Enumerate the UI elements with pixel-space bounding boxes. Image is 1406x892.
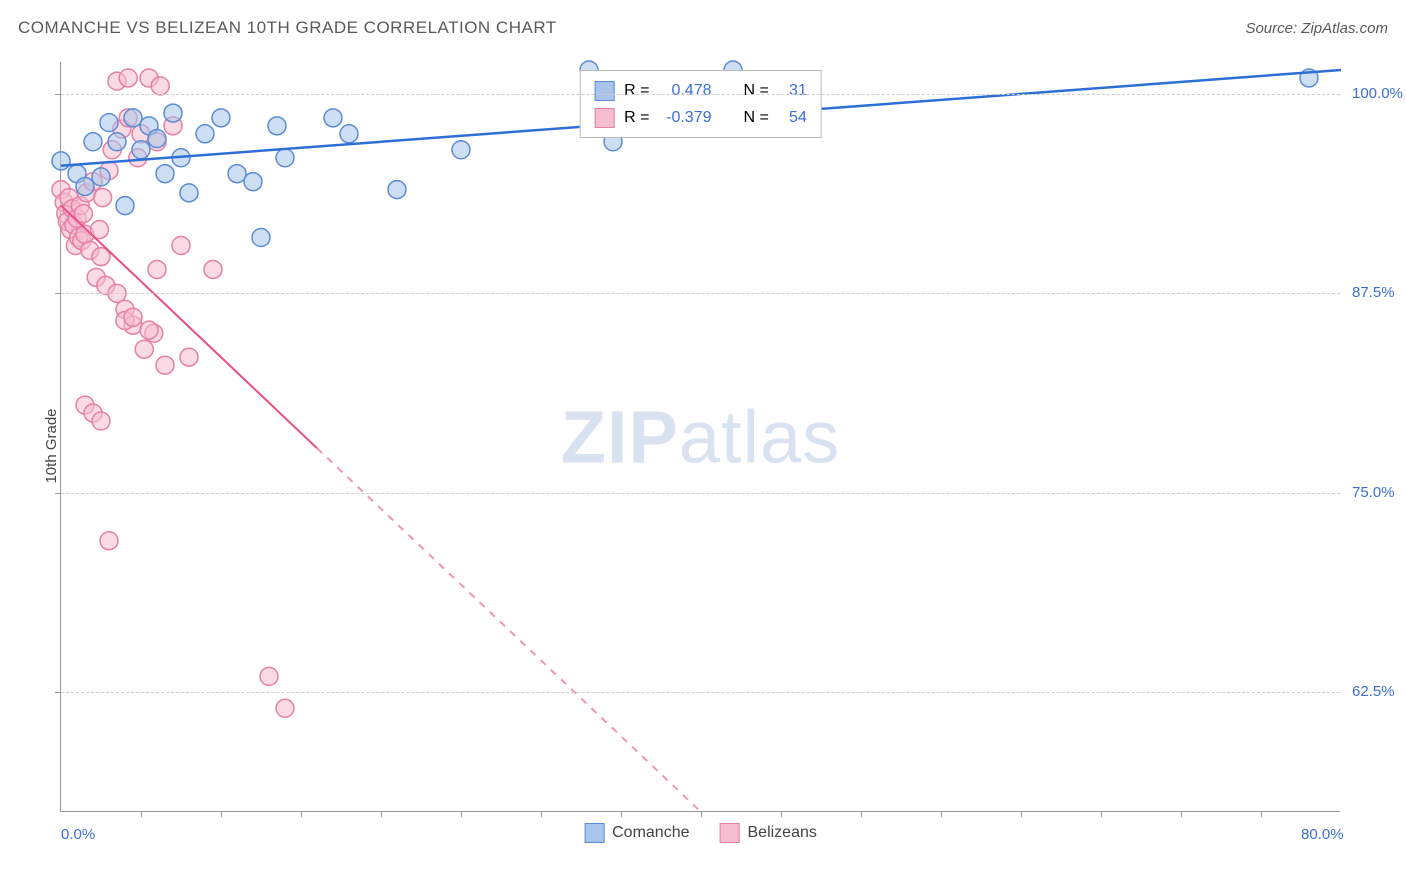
scatter-point — [148, 130, 166, 148]
chart-plot-area: ZIPatlas R = 0.478 N = 31 R = -0.379 N =… — [60, 62, 1340, 812]
scatter-point — [268, 117, 286, 135]
x-tick-mark — [1261, 811, 1262, 817]
scatter-point — [119, 69, 137, 87]
scatter-point — [52, 152, 70, 170]
scatter-point — [94, 189, 112, 207]
y-tick-label: 75.0% — [1352, 484, 1406, 501]
r-value-belizeans: -0.379 — [660, 104, 712, 131]
scatter-point — [164, 104, 182, 122]
y-tick-mark — [55, 493, 61, 494]
gridline-h — [61, 493, 1340, 494]
scatter-point — [244, 173, 262, 191]
r-label: R = — [624, 104, 649, 131]
series-legend: Comanche Belizeans — [584, 823, 817, 843]
y-axis-label: 10th Grade — [43, 408, 60, 483]
chart-title: COMANCHE VS BELIZEAN 10TH GRADE CORRELAT… — [18, 18, 557, 38]
r-label: R = — [624, 77, 649, 104]
x-tick-mark — [1181, 811, 1182, 817]
scatter-point — [204, 260, 222, 278]
scatter-point — [92, 412, 110, 430]
scatter-point — [276, 149, 294, 167]
scatter-point — [132, 141, 150, 159]
x-tick-label: 80.0% — [1301, 826, 1344, 843]
scatter-point — [172, 237, 190, 255]
x-tick-mark — [1101, 811, 1102, 817]
scatter-point — [156, 356, 174, 374]
scatter-point — [180, 184, 198, 202]
y-tick-mark — [55, 293, 61, 294]
scatter-point — [84, 133, 102, 151]
legend-item-comanche: Comanche — [584, 823, 689, 843]
n-label: N = — [744, 104, 769, 131]
x-tick-mark — [541, 811, 542, 817]
scatter-point — [124, 109, 142, 127]
scatter-point — [108, 133, 126, 151]
scatter-point — [228, 165, 246, 183]
x-tick-mark — [141, 811, 142, 817]
scatter-point — [148, 260, 166, 278]
x-tick-mark — [1021, 811, 1022, 817]
scatter-point — [196, 125, 214, 143]
scatter-point — [100, 114, 118, 132]
scatter-point — [212, 109, 230, 127]
scatter-point — [76, 177, 94, 195]
y-tick-label: 100.0% — [1352, 85, 1406, 102]
scatter-point — [140, 321, 158, 339]
scatter-point — [180, 348, 198, 366]
scatter-point — [324, 109, 342, 127]
x-tick-mark — [381, 811, 382, 817]
n-label: N = — [744, 77, 769, 104]
swatch-comanche — [594, 81, 614, 101]
source-attribution: Source: ZipAtlas.com — [1245, 20, 1388, 37]
x-tick-mark — [781, 811, 782, 817]
legend-item-belizeans: Belizeans — [720, 823, 817, 843]
gridline-h — [61, 692, 1340, 693]
scatter-point — [135, 340, 153, 358]
gridline-h — [61, 94, 1340, 95]
scatter-point — [100, 532, 118, 550]
n-value-comanche: 31 — [779, 77, 807, 104]
gridline-h — [61, 293, 1340, 294]
swatch-comanche-icon — [584, 823, 604, 843]
scatter-point — [260, 667, 278, 685]
x-tick-mark — [941, 811, 942, 817]
legend-label-belizeans: Belizeans — [748, 824, 817, 842]
x-tick-mark — [221, 811, 222, 817]
stats-legend: R = 0.478 N = 31 R = -0.379 N = 54 — [579, 70, 822, 138]
x-tick-mark — [701, 811, 702, 817]
stats-row-belizeans: R = -0.379 N = 54 — [594, 104, 807, 131]
stats-row-comanche: R = 0.478 N = 31 — [594, 77, 807, 104]
x-tick-mark — [621, 811, 622, 817]
swatch-belizeans — [594, 108, 614, 128]
scatter-point — [156, 165, 174, 183]
y-tick-mark — [55, 692, 61, 693]
scatter-point — [340, 125, 358, 143]
x-tick-mark — [301, 811, 302, 817]
y-tick-label: 87.5% — [1352, 284, 1406, 301]
scatter-point — [388, 181, 406, 199]
legend-label-comanche: Comanche — [612, 824, 689, 842]
scatter-plot-svg — [61, 62, 1340, 811]
scatter-point — [151, 77, 169, 95]
scatter-point — [452, 141, 470, 159]
x-tick-mark — [461, 811, 462, 817]
scatter-point — [116, 197, 134, 215]
n-value-belizeans: 54 — [779, 104, 807, 131]
x-tick-label: 0.0% — [61, 826, 95, 843]
scatter-point — [92, 168, 110, 186]
trend-line-dashed — [317, 448, 701, 812]
x-tick-mark — [861, 811, 862, 817]
y-tick-label: 62.5% — [1352, 683, 1406, 700]
r-value-comanche: 0.478 — [660, 77, 712, 104]
scatter-point — [252, 229, 270, 247]
scatter-point — [124, 308, 142, 326]
scatter-point — [276, 699, 294, 717]
swatch-belizeans-icon — [720, 823, 740, 843]
y-tick-mark — [55, 94, 61, 95]
